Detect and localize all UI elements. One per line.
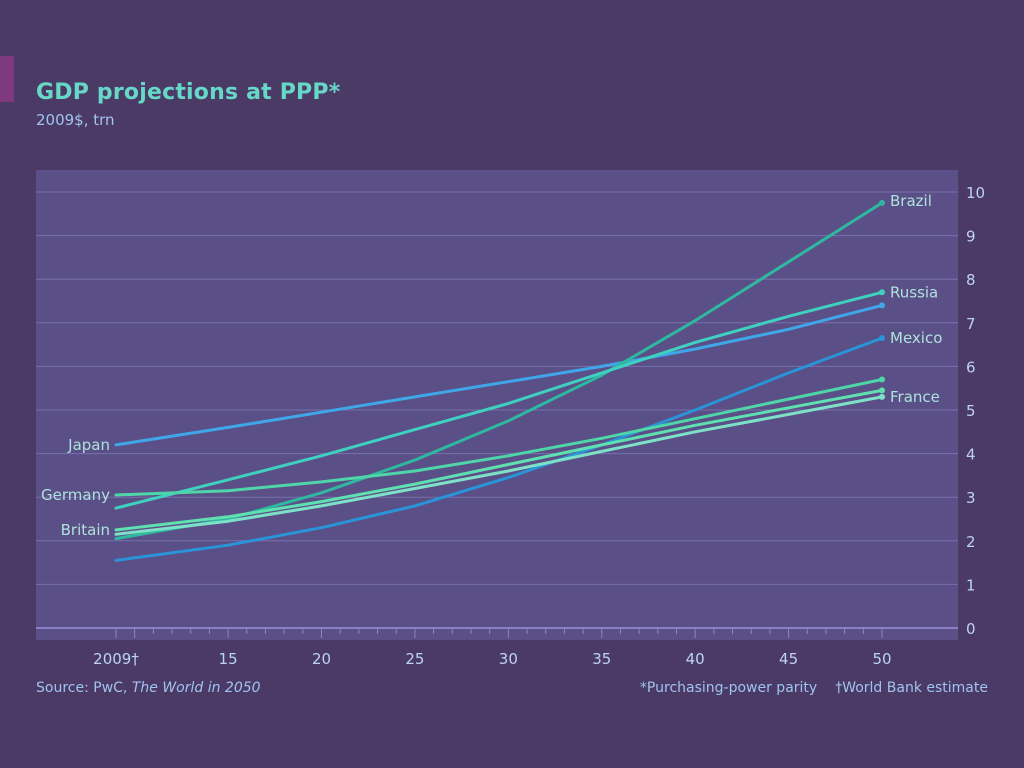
title-block: GDP projections at PPP* 2009$, trn xyxy=(36,80,340,129)
x-tick-label: 30 xyxy=(499,650,518,668)
x-tick-label: 35 xyxy=(592,650,611,668)
x-axis xyxy=(115,628,883,638)
series-end-point-germany xyxy=(879,376,885,383)
series-label-russia: Russia xyxy=(890,283,938,301)
footnotes: *Purchasing-power parity †World Bank esti… xyxy=(640,680,988,696)
title-accent-bar xyxy=(0,56,14,102)
series-end-point-russia xyxy=(879,289,885,296)
y-tick-label: 10 xyxy=(966,184,985,202)
footnote-ppp: *Purchasing-power parity xyxy=(639,680,818,696)
y-tick-label: 6 xyxy=(966,358,976,376)
series-label-brazil: Brazil xyxy=(890,192,932,210)
series-label-japan: Japan xyxy=(67,436,110,454)
y-tick-label: 1 xyxy=(966,576,976,594)
y-tick-label: 0 xyxy=(966,620,976,638)
chart-subtitle: 2009$, trn xyxy=(36,111,115,129)
series-line-mexico xyxy=(114,336,884,562)
x-tick-label: 40 xyxy=(686,650,705,668)
source-note: Source: PwC, The World in 2050 xyxy=(36,680,261,696)
series-end-point-britain xyxy=(879,387,885,394)
source-title: The World in 2050 xyxy=(131,680,261,696)
series-label-britain: Britain xyxy=(61,521,110,539)
series-labels: Japan Brazil Russia Mexico Germany Britain Fra… xyxy=(41,192,942,539)
series-line-germany xyxy=(114,378,884,497)
x-tick-label: 50 xyxy=(872,650,891,668)
series-end-point-brazil xyxy=(879,199,885,206)
series-label-france: France xyxy=(890,388,940,406)
y-axis-ticks: 0 1 2 3 4 5 6 7 8 9 10 xyxy=(966,184,985,638)
series-label-mexico: Mexico xyxy=(890,329,942,347)
y-tick-label: 7 xyxy=(966,315,976,333)
y-tick-label: 8 xyxy=(966,271,976,289)
x-tick-label: 45 xyxy=(779,650,798,668)
source-prefix: Source: PwC, xyxy=(36,680,132,696)
series-line-britain xyxy=(114,388,884,532)
series-end-point-mexico xyxy=(879,335,885,342)
y-tick-label: 4 xyxy=(966,446,976,464)
x-tick-label: 2009† xyxy=(93,650,139,668)
series-line-france xyxy=(114,395,884,536)
y-tick-label: 2 xyxy=(966,533,976,551)
series-end-point-japan xyxy=(879,302,885,309)
series-end-point-france xyxy=(879,393,885,400)
y-tick-label: 9 xyxy=(966,228,976,246)
x-tick-label: 25 xyxy=(405,650,424,668)
series-lines xyxy=(114,199,885,562)
series-label-germany: Germany xyxy=(41,486,110,504)
chart-title: GDP projections at PPP* xyxy=(36,80,341,105)
y-tick-label: 3 xyxy=(966,489,976,507)
gridlines xyxy=(36,191,958,629)
x-tick-label: 20 xyxy=(312,650,331,668)
series-line-russia xyxy=(114,290,884,510)
x-axis-ticks: 2009† 15 20 25 30 35 40 45 50 xyxy=(93,650,891,668)
y-tick-label: 5 xyxy=(966,402,976,420)
x-tick-label: 15 xyxy=(219,650,238,668)
footnote-world-bank: †World Bank estimate xyxy=(835,680,988,696)
series-line-japan xyxy=(114,303,884,447)
